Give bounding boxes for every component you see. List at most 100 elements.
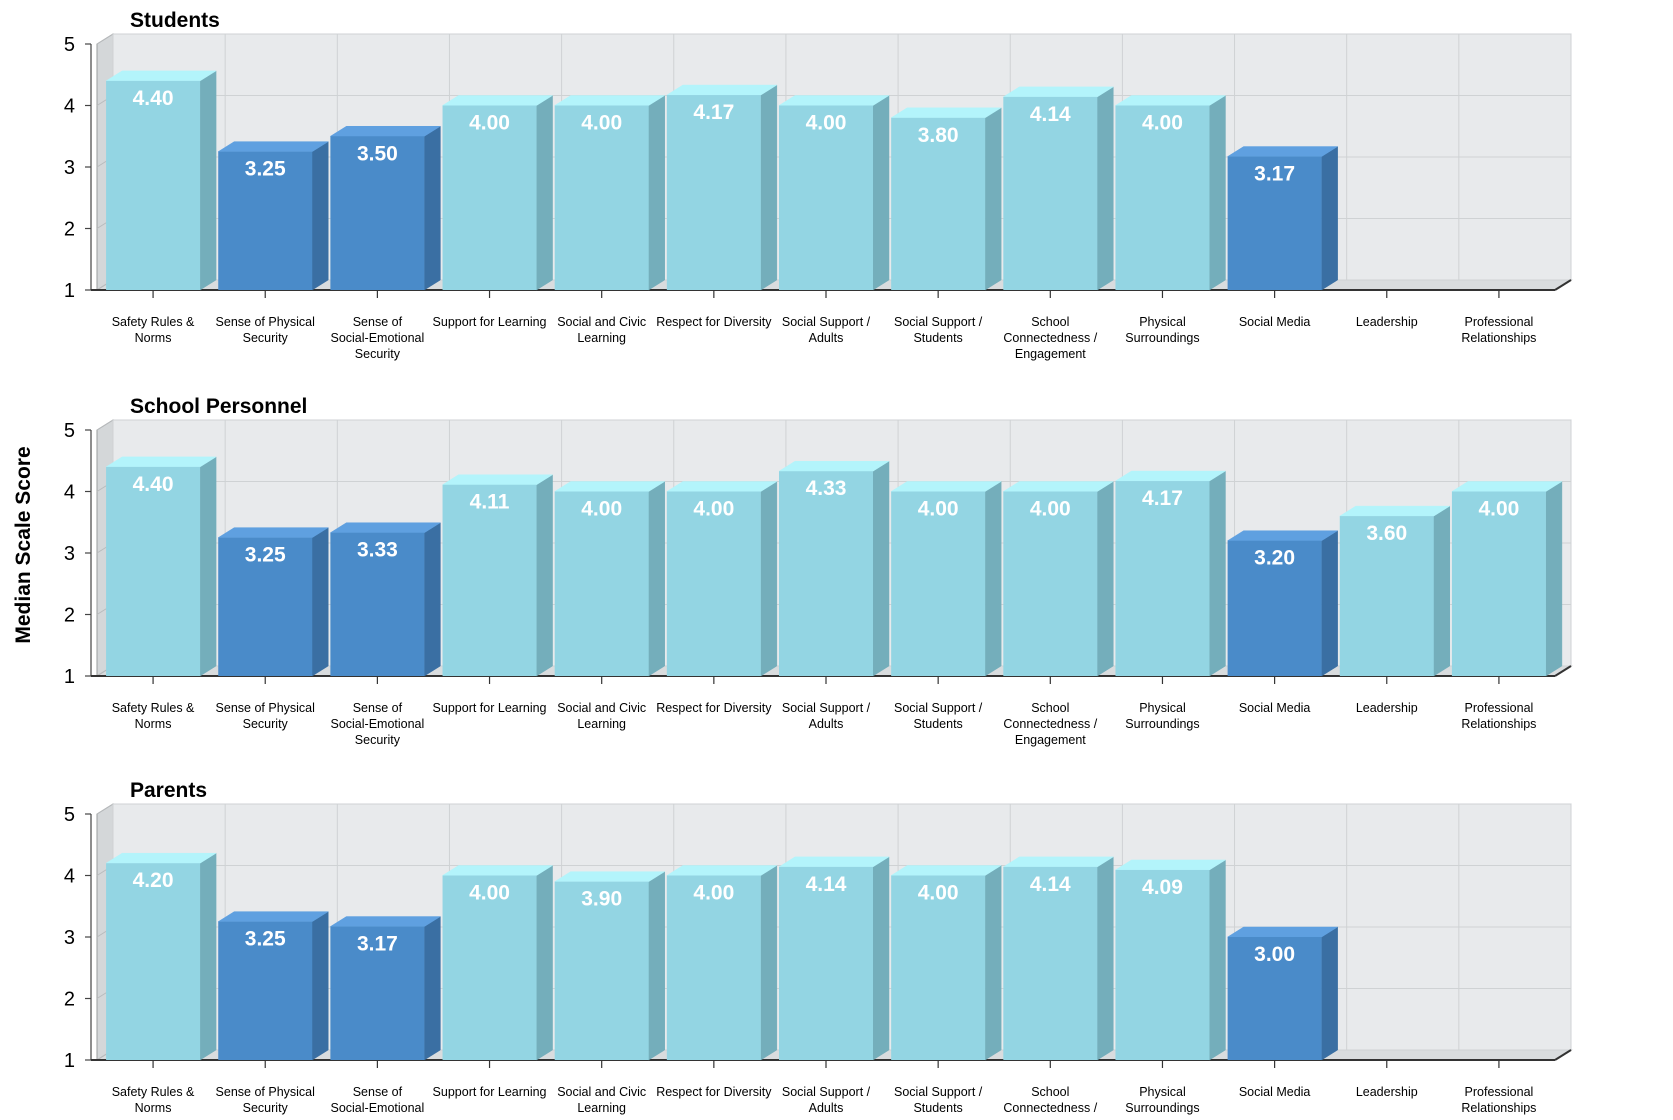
y-tick-label: 1 (64, 1050, 75, 1072)
bar-side (536, 95, 553, 291)
y-tick-label: 3 (64, 927, 75, 949)
x-tick-label: Norms (135, 1101, 172, 1115)
x-tick-label: Respect for Diversity (656, 701, 772, 715)
x-tick-label: Learning (577, 717, 626, 731)
bar-value-label: 4.40 (133, 87, 174, 110)
x-tick-label: Relationships (1461, 331, 1536, 345)
x-tick-label: Security (243, 717, 289, 731)
bar-top (1002, 481, 1115, 492)
x-tick-label: Social Support / (894, 1085, 983, 1099)
bar-top (441, 474, 554, 485)
bar (779, 866, 873, 1060)
bar-side (311, 141, 329, 291)
bar-value-label: 4.00 (1478, 498, 1519, 521)
bar-side (1209, 470, 1226, 677)
x-tick-label: Adults (809, 717, 844, 731)
bar (1227, 156, 1322, 290)
x-tick-label: Leadership (1356, 1085, 1418, 1099)
bar (779, 105, 873, 290)
bar-side (760, 865, 778, 1061)
bar-side (424, 125, 441, 291)
bar-value-label: 3.50 (357, 142, 398, 165)
x-tick-label: Relationships (1461, 717, 1536, 731)
x-tick-label: Relationships (1461, 1101, 1536, 1115)
bar (1227, 540, 1322, 676)
x-tick-label: Engagement (1015, 347, 1086, 361)
y-tick-label: 2 (64, 989, 75, 1011)
bar-side (872, 460, 890, 677)
bar-value-label: 4.00 (918, 498, 959, 521)
x-tick-label: Social-Emotional (330, 331, 424, 345)
bar-top (553, 481, 666, 492)
panel-title: Students (130, 9, 220, 32)
bar-side (1321, 146, 1338, 291)
bar-side (311, 911, 329, 1061)
x-tick-label: Leadership (1356, 701, 1418, 715)
x-tick-label: Physical (1139, 701, 1186, 715)
bar-value-label: 3.17 (357, 933, 398, 956)
x-tick-label: Social Support / (782, 315, 871, 329)
x-tick-label: Social Support / (894, 701, 983, 715)
bar-side (1097, 481, 1114, 677)
bar-value-label: 3.20 (1254, 547, 1295, 570)
bar (218, 921, 313, 1060)
bar (1227, 937, 1322, 1060)
x-tick-label: Sense of Physical (216, 315, 315, 329)
x-tick-label: Physical (1139, 1085, 1186, 1099)
bar-value-label: 4.17 (693, 101, 734, 124)
y-axis-label-container: Median Scale Score (12, 446, 35, 643)
x-tick-label: Respect for Diversity (656, 1085, 772, 1099)
y-tick-label: 2 (64, 605, 75, 627)
bar-top (665, 84, 778, 96)
bar-side (199, 852, 217, 1061)
bar (779, 471, 873, 676)
bar-value-label: 4.00 (1142, 112, 1183, 135)
bar-side (1209, 859, 1226, 1061)
bar-value-label: 3.25 (245, 158, 286, 181)
x-axis-depth (1554, 279, 1572, 291)
bar-value-label: 3.80 (918, 124, 959, 147)
x-tick-label: Social Support / (894, 315, 983, 329)
y-tick-label: 1 (64, 280, 75, 302)
x-tick-label: Sense of Physical (216, 1085, 315, 1099)
bar-side (424, 916, 441, 1061)
bar (1115, 869, 1210, 1060)
x-tick-label: Support for Learning (433, 701, 547, 715)
x-tick-label: Sense of (353, 315, 403, 329)
bar-value-label: 4.00 (806, 112, 847, 135)
x-tick-label: Learning (577, 331, 626, 345)
x-tick-label: Leadership (1356, 315, 1418, 329)
bar-side (648, 481, 665, 677)
x-tick-label: Social and Civic (557, 1085, 646, 1099)
bar-side (536, 865, 553, 1061)
bar-top (1002, 86, 1115, 98)
x-tick-label: Adults (809, 331, 844, 345)
y-tick-label: 5 (64, 34, 75, 56)
x-tick-label: Support for Learning (433, 1085, 547, 1099)
bar (106, 863, 201, 1060)
bar-value-label: 4.14 (806, 873, 847, 896)
x-tick-label: Surroundings (1125, 1101, 1199, 1115)
bar (218, 537, 313, 676)
bar-top (1226, 926, 1339, 938)
x-tick-label: Engagement (1015, 733, 1086, 747)
bar-top (665, 481, 778, 492)
bar-side (1433, 505, 1451, 677)
bar (666, 875, 761, 1060)
x-tick-label: Connectedness / (1003, 331, 1097, 345)
bar-side (1545, 481, 1563, 677)
bar (1451, 491, 1546, 676)
bar-value-label: 4.00 (1030, 498, 1071, 521)
chart-panel-2: 1 2 3 4 5 Parents Safety Rules & Norms 4.20 Sense… (64, 779, 1573, 1120)
bar-top (217, 527, 330, 538)
x-tick-label: Safety Rules & (112, 315, 195, 329)
bar-top (778, 95, 890, 106)
x-tick-label: School (1031, 1085, 1069, 1099)
bar-top (441, 865, 554, 876)
bar-value-label: 4.00 (693, 498, 734, 521)
bar-value-label: 3.60 (1366, 522, 1407, 545)
bar-top (1002, 856, 1115, 868)
bar-side (199, 456, 217, 677)
x-tick-label: Sense of (353, 1085, 403, 1099)
